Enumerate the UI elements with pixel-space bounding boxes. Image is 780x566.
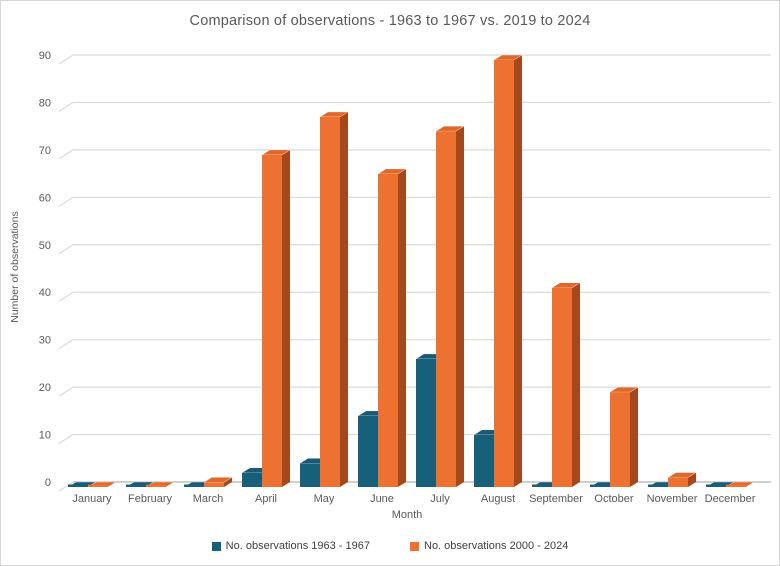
y-tick-label: 70 (39, 145, 51, 157)
y-tick-label: 10 (39, 430, 51, 442)
bar-front-face (416, 358, 436, 487)
bar-front-face (300, 463, 320, 487)
x-tick-label: November (647, 493, 698, 505)
x-tick-label: April (255, 493, 277, 505)
bar-front-face (474, 434, 494, 487)
bar-side-face (340, 111, 348, 487)
gridline-connector (58, 149, 74, 160)
gridline-connector (58, 339, 74, 350)
x-tick-label: August (481, 493, 515, 505)
legend-swatch-icon (410, 541, 419, 551)
y-tick-label: 60 (39, 192, 51, 204)
x-axis-title: Month (391, 509, 423, 521)
bar-side-face (630, 387, 638, 487)
bar-front-face (68, 484, 88, 487)
bar-front-face (706, 484, 726, 487)
bar-front-face (590, 484, 610, 487)
y-axis-title: Number of observations (9, 211, 21, 323)
bar-front-face (320, 116, 340, 487)
legend-label: No. observations 1963 - 1967 (225, 540, 370, 552)
gridline-connector (58, 386, 74, 397)
x-tick-label: March (193, 493, 224, 505)
x-tick-label: December (705, 493, 756, 505)
bar-side-face (282, 149, 290, 487)
y-tick-label: 20 (39, 382, 51, 394)
y-tick-label: 90 (39, 50, 51, 62)
x-tick-label: February (128, 493, 173, 505)
bar-front-face (726, 484, 746, 487)
bar-side-face (572, 282, 580, 487)
x-tick-label: June (370, 493, 394, 505)
y-tick-label: 0 (45, 477, 51, 489)
legend-label: No. observations 2000 - 2024 (424, 540, 569, 552)
bar-front-face (184, 484, 204, 487)
gridline-connector (58, 481, 74, 492)
x-tick-label: January (72, 493, 112, 505)
y-tick-label: 30 (39, 335, 51, 347)
gridline-connector (58, 196, 74, 207)
bar-front-face (610, 392, 630, 487)
bar-front-face (358, 415, 378, 487)
bar-front-face (668, 477, 688, 487)
gridline-connector (58, 291, 74, 302)
bar-front-face (126, 484, 146, 487)
x-tick-label: July (430, 493, 450, 505)
y-tick-label: 80 (39, 97, 51, 109)
chart-title: Comparison of observations - 1963 to 196… (189, 13, 591, 29)
legend: No. observations 1963 - 1967 No. observat… (1, 540, 779, 552)
x-tick-label: October (594, 493, 633, 505)
gridline-connector (58, 54, 74, 65)
bar-side-face (456, 126, 464, 488)
bar-front-face (242, 472, 262, 487)
bar-front-face (436, 131, 456, 487)
x-tick-label: May (314, 493, 335, 505)
gridline-connector (58, 244, 74, 255)
bar-side-face (688, 472, 696, 487)
legend-item-2: No. observations 2000 - 2024 (410, 540, 568, 552)
y-tick-label: 50 (39, 240, 51, 252)
bar-front-face (146, 484, 166, 487)
x-tick-label: September (529, 493, 583, 505)
legend-item-1: No. observations 1963 - 1967 (211, 540, 370, 552)
bar-front-face (88, 484, 108, 487)
gridline-connector (58, 434, 74, 445)
gridline-connector (58, 101, 74, 112)
bar-front-face (378, 173, 398, 487)
bar-front-face (494, 60, 514, 487)
bar-side-face (224, 477, 232, 487)
bar-front-face (532, 484, 552, 487)
y-tick-label: 40 (39, 287, 51, 299)
bar-front-face (262, 154, 282, 487)
legend-swatch-icon (211, 541, 221, 551)
bar-front-face (204, 482, 224, 487)
bar-front-face (648, 484, 668, 487)
bar-front-face (552, 287, 572, 487)
bar-side-face (398, 168, 406, 487)
bar-side-face (514, 55, 522, 487)
